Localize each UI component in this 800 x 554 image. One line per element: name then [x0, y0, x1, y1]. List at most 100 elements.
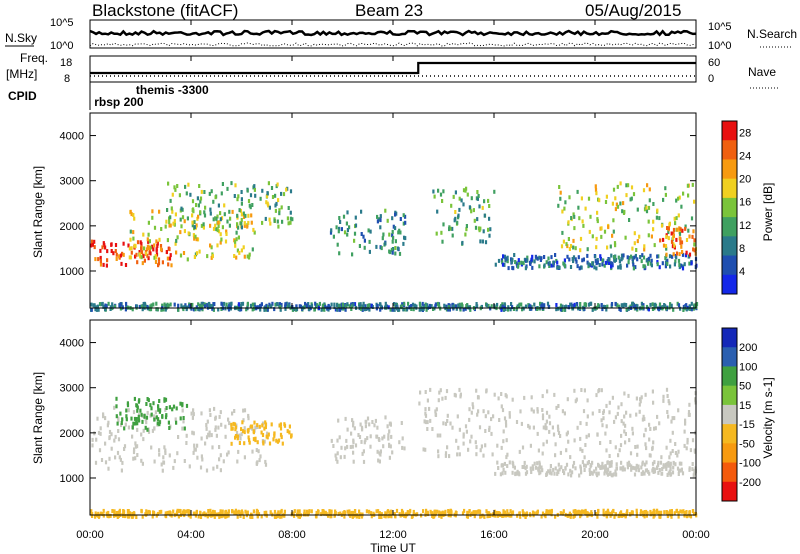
heatmap-cell	[574, 509, 577, 513]
heatmap-cell	[398, 251, 402, 256]
heatmap-cell	[179, 230, 182, 235]
heatmap-cell	[545, 472, 548, 477]
heatmap-cell	[657, 462, 660, 467]
heatmap-cell	[361, 451, 364, 456]
heatmap-cell	[550, 255, 553, 260]
heatmap-cell	[235, 255, 238, 260]
heatmap-cell	[572, 212, 575, 217]
heatmap-cell	[116, 450, 120, 455]
heatmap-cell	[518, 302, 521, 307]
heatmap-cell	[228, 209, 231, 214]
heatmap-cell	[205, 435, 209, 440]
heatmap-cell	[593, 265, 596, 270]
heatmap-cell	[515, 420, 519, 424]
heatmap-cell	[598, 409, 601, 413]
heatmap-cell	[100, 302, 103, 307]
heatmap-cell	[597, 463, 600, 468]
heatmap-cell	[390, 434, 393, 439]
heatmap-cell	[339, 303, 342, 308]
heatmap-cell	[293, 307, 296, 312]
heatmap-cell	[652, 511, 655, 516]
heatmap-cell	[119, 457, 122, 462]
heatmap-cell	[380, 512, 383, 517]
y-tick-label: 2000	[60, 221, 84, 233]
heatmap-cell	[680, 263, 683, 268]
heatmap-cell	[299, 304, 303, 309]
heatmap-cell	[678, 231, 682, 236]
heatmap-cell	[264, 420, 267, 425]
heatmap-cell	[353, 302, 357, 307]
heatmap-cell	[168, 453, 171, 458]
heatmap-cell	[461, 240, 464, 245]
heatmap-cell	[248, 438, 251, 443]
heatmap-cell	[169, 198, 172, 203]
heatmap-cell	[335, 225, 338, 230]
heatmap-cell	[674, 442, 677, 446]
x-axis-ticks: 00:00 04:00 08:00 12:00 16:00 20:00 00:00	[76, 20, 710, 541]
heatmap-cell	[449, 509, 453, 513]
heatmap-cell	[543, 263, 546, 268]
heatmap-cell	[462, 441, 465, 446]
heatmap-cell	[581, 460, 584, 465]
heatmap-cell	[335, 457, 338, 462]
heatmap-cell	[146, 237, 149, 242]
heatmap-cell	[503, 304, 506, 309]
heatmap-cell	[451, 226, 454, 231]
heatmap-cell	[497, 258, 501, 263]
heatmap-cell	[664, 186, 667, 191]
heatmap-cell	[565, 432, 568, 437]
heatmap-cell	[567, 237, 570, 241]
heatmap-cell	[480, 444, 483, 449]
heatmap-cell	[235, 237, 238, 242]
heatmap-cell	[369, 444, 372, 449]
heatmap-cell	[197, 302, 200, 307]
heatmap-cell	[541, 303, 544, 308]
heatmap-cell	[200, 411, 203, 416]
heatmap-cell	[131, 514, 134, 519]
heatmap-cell	[681, 266, 685, 271]
heatmap-cell	[246, 254, 249, 259]
heatmap-cell	[169, 253, 172, 258]
colorbar-tick-label: 15	[739, 400, 751, 412]
heatmap-cell	[394, 226, 397, 231]
heatmap-cell	[333, 302, 336, 307]
heatmap-cell	[259, 303, 262, 308]
left-nsky-tick-bottom: 10^0	[50, 40, 74, 52]
heatmap-cell	[315, 514, 318, 519]
heatmap-cell	[659, 305, 662, 310]
heatmap-cell	[587, 433, 590, 438]
heatmap-cell	[601, 307, 604, 312]
heatmap-cell	[456, 220, 459, 225]
heatmap-cell	[476, 412, 479, 417]
heatmap-cell	[101, 245, 104, 250]
heatmap-cell	[475, 388, 478, 393]
heatmap-cell	[653, 460, 656, 465]
heatmap-cell	[210, 189, 213, 194]
heatmap-cell	[404, 514, 407, 519]
heatmap-cell	[102, 241, 105, 246]
heatmap-cell	[125, 301, 128, 306]
heatmap-cell	[650, 263, 653, 268]
heatmap-cell	[387, 436, 390, 441]
heatmap-cell	[253, 302, 256, 307]
heatmap-cell	[693, 248, 696, 253]
heatmap-cell	[363, 440, 366, 445]
colorbar-frame	[721, 120, 738, 295]
heatmap-cell	[475, 452, 478, 457]
heatmap-cell	[499, 472, 502, 477]
heatmap-cell	[284, 302, 287, 307]
heatmap-cell	[269, 221, 272, 226]
heatmap-cell	[465, 429, 468, 434]
heatmap-cell	[166, 208, 169, 212]
heatmap-cell	[392, 235, 395, 240]
heatmap-cell	[330, 509, 333, 514]
heatmap-cell	[591, 261, 595, 266]
heatmap-cell	[567, 305, 570, 310]
heatmap-cell	[668, 401, 671, 406]
heatmap-cell	[144, 425, 147, 430]
heatmap-cell	[132, 456, 135, 461]
heatmap-cell	[477, 226, 481, 231]
heatmap-cell	[132, 213, 135, 217]
heatmap-cell	[677, 449, 680, 454]
heatmap-cell	[180, 303, 183, 308]
